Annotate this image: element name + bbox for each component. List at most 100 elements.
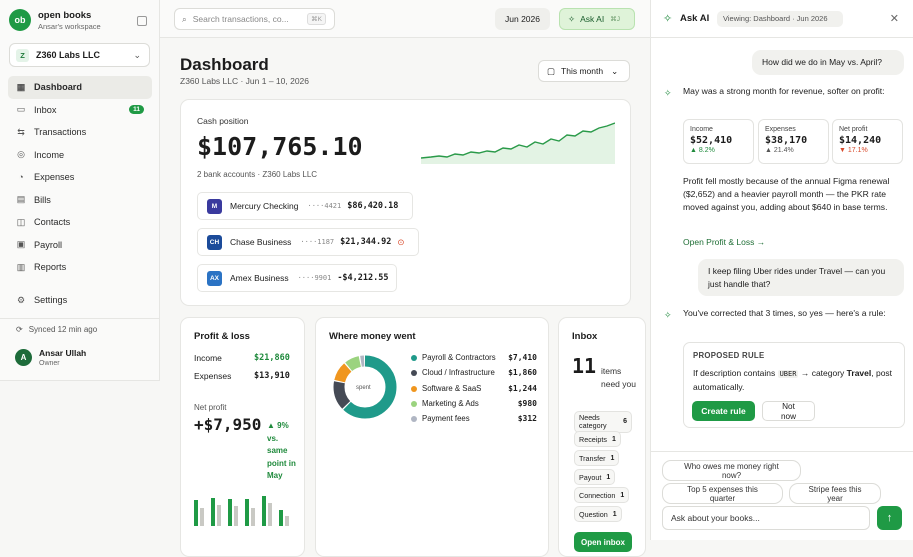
brand-name: open books [38,9,92,21]
metric-value: $52,410 [690,135,733,146]
pl-bar-chart [194,496,289,526]
ai-message: Profit fell mostly because of the annual… [683,176,890,212]
suggestion-chip[interactable]: Who owes me money right now? [662,460,801,481]
create-rule-button[interactable]: Create rule [692,401,755,421]
chevron-down-icon: ⌄ [611,65,619,76]
where-money-went-card[interactable]: Where money went spent Payroll & Contrac… [315,317,549,557]
chart-icon: ▥ [16,261,26,272]
metric-delta: ▲ 21.4% [765,147,794,154]
chip-connection[interactable]: Connection 1 [574,487,630,503]
account-row-mercury[interactable]: M Mercury Checking ····4421 $86,420.18 [197,192,413,220]
sidebar-item-dashboard[interactable]: ▦ Dashboard [8,76,152,99]
contacts-icon: ◫ [16,216,26,227]
chip-count: 1 [610,454,615,462]
sidebar-item-expenses[interactable]: ◔ Expenses [8,166,152,189]
pl-income-label: Income [194,353,222,363]
profit-loss-card[interactable]: Profit & loss Income $21,860 Expenses $1… [180,317,305,557]
sparkle-icon: ✧ [568,13,576,24]
sidebar-item-label: Transactions [34,127,87,138]
legend-label: Software & SaaS [422,384,482,393]
legend-value: $7,410 [508,353,537,362]
legend-row: Payment fees $312 [411,411,537,426]
metric-label: Expenses [765,126,796,133]
org-switcher[interactable]: Z Z360 Labs LLC ⌄ [9,43,150,67]
chip-needs-category[interactable]: Needs category 6 [574,411,632,433]
bar-income [194,500,198,526]
sidebar-item-income[interactable]: ◎ Income [8,144,152,167]
not-now-label: Not now [780,402,797,421]
chip-transfer[interactable]: Transfer 1 [574,450,620,466]
account-row-amex[interactable]: AX Amex Business ····9901 -$4,212.55 [197,264,397,292]
inbox-card: Inbox 11 items need you Needs category 6 … [558,317,646,557]
suggestion-chip[interactable]: Stripe fees this year [789,483,881,504]
document-icon: ▤ [16,194,26,205]
legend-dot [411,385,417,392]
pl-expenses-value: $13,910 [254,371,290,381]
ask-ai-input[interactable]: Ask about your books... [662,506,870,530]
sidebar-item-payroll[interactable]: ▣ Payroll [8,234,152,257]
search-icon: ⌕ [182,13,187,24]
warning-icon[interactable]: ⊙ [397,236,405,247]
account-mask: ····1187 [300,238,335,246]
spend-donut-chart [333,355,397,419]
ask-ai-button[interactable]: ✧ Ask AI ⌘J [559,8,635,30]
legend-value: $980 [517,399,537,408]
ai-panel-title: Ask AI [680,13,710,24]
search-shortcut: ⌘K [307,13,326,25]
sync-icon: ⟳ [16,325,23,334]
sidebar-item-inbox[interactable]: ▭ Inbox 11 [8,99,152,122]
metric-card-net-profit: Net profit $14,240 ▼ 17.1% [832,119,903,164]
sidebar-item-transactions[interactable]: ⇆ Transactions [8,121,152,144]
suggestion-chip[interactable]: Top 5 expenses this quarter [662,483,783,504]
chip-receipts[interactable]: Receipts 1 [574,431,621,447]
account-row-chase[interactable]: CH Chase Business ····1187 $21,344.92 ⊙ [197,228,419,256]
bar-income [262,496,266,526]
rule-heading: PROPOSED RULE [693,351,765,360]
gear-icon: ⚙ [16,294,26,305]
sidebar-item-settings[interactable]: ⚙ Settings [8,289,152,312]
period-select[interactable]: ▢ This month ⌄ [538,60,630,82]
account-name: Chase Business [230,237,292,247]
sidebar-item-label: Inbox [34,104,57,115]
legend-label: Marketing & Ads [422,399,479,408]
account-name: Amex Business [230,273,289,283]
user-name: Ansar Ullah [39,348,87,358]
chip-payout[interactable]: Payout 1 [574,469,616,485]
close-icon[interactable]: ✕ [889,13,899,25]
metric-value: $38,170 [765,135,808,146]
rule-text: If description contains UBER → category … [693,367,903,394]
sidebar-item-bills[interactable]: ▤ Bills [8,189,152,212]
legend-value: $312 [517,414,537,423]
ai-composer: Who owes me money right now? Top 5 expen… [651,451,913,540]
amex-logo: AX [207,270,222,286]
inbox-count-badge: 11 [129,104,144,114]
collapse-sidebar-icon[interactable] [137,16,147,26]
bar-income [228,499,232,526]
not-now-button[interactable]: Not now [762,401,815,421]
send-button[interactable]: ↑ [877,506,902,530]
pl-income-value: $21,860 [254,353,290,363]
chip-question[interactable]: Question 1 [574,506,622,522]
open-pl-link[interactable]: Open Profit & Loss → [683,237,766,247]
net-profit-value: +$7,950 [194,415,262,434]
rule-text-pre: If description contains [693,368,776,378]
sidebar-item-contacts[interactable]: ◫ Contacts [8,211,152,234]
search-input[interactable]: ⌕ Search transactions, co... ⌘K [174,8,335,30]
metric-delta: ▲ 8.2% [690,147,715,154]
user-profile[interactable]: A Ansar Ullah Owner [15,348,86,367]
period-label: This month [561,66,604,76]
brand[interactable]: ob open books Ansar's workspace [9,9,101,31]
open-inbox-button[interactable]: Open inbox [574,532,632,552]
workspace-name: Ansar's workspace [38,21,101,31]
chip-count: 1 [620,491,625,499]
chip-label: Receipts [579,434,607,444]
sidebar-item-label: Contacts [34,217,71,228]
legend-row: Payroll & Contractors $7,410 [411,350,537,365]
chevron-down-icon: ⌄ [133,50,141,60]
ask-ai-label: Ask AI [580,14,605,24]
sidebar-item-reports[interactable]: ▥ Reports [8,256,152,279]
date-selector[interactable]: Jun 2026 [495,8,550,30]
org-name: Z360 Labs LLC [36,50,101,60]
chip-label: Question [579,509,608,519]
metric-card-expenses: Expenses $38,170 ▲ 21.4% [758,119,829,164]
